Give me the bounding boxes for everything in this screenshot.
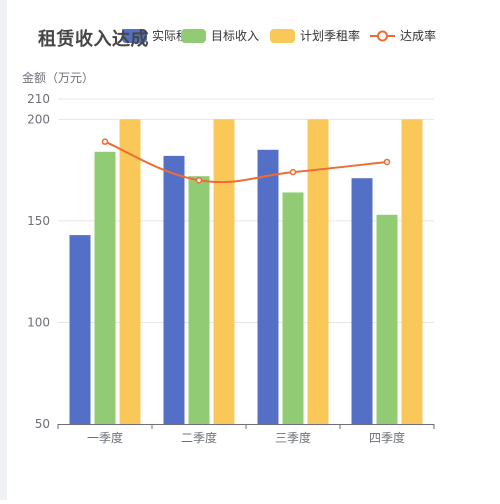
- y-tick-label: 100: [27, 315, 50, 329]
- bar-目标收入[interactable]: [282, 192, 304, 424]
- legend-swatch[interactable]: [181, 29, 206, 43]
- chart-title: 租赁收入达成: [38, 29, 149, 50]
- bar-计划季租率[interactable]: [213, 119, 235, 424]
- left-edge-strip: [0, 0, 7, 500]
- bar-目标收入[interactable]: [188, 176, 210, 424]
- legend-swatch[interactable]: [270, 29, 295, 43]
- line-point[interactable]: [383, 158, 391, 166]
- bar-目标收入[interactable]: [376, 214, 398, 424]
- bar-实际租率[interactable]: [351, 178, 373, 424]
- line-point[interactable]: [289, 168, 297, 176]
- legend-swatch-marker: [377, 30, 388, 42]
- bar-计划季租率[interactable]: [401, 119, 423, 424]
- bar-目标收入[interactable]: [94, 151, 116, 424]
- legend-swatch[interactable]: [122, 29, 147, 43]
- line-point[interactable]: [101, 138, 109, 145]
- legend-label[interactable]: 目标收入: [211, 29, 259, 43]
- x-tick-label: 四季度: [369, 430, 405, 445]
- y-axis-label: 金额（万元）: [22, 70, 94, 85]
- bar-实际租率[interactable]: [163, 155, 185, 424]
- bar-实际租率[interactable]: [69, 235, 91, 424]
- x-tick-label: 一季度: [87, 430, 123, 445]
- line-point[interactable]: [195, 177, 203, 184]
- y-tick-label: 50: [35, 417, 50, 431]
- y-tick-label: 200: [27, 112, 50, 126]
- x-tick-label: 二季度: [181, 430, 217, 445]
- bar-计划季租率[interactable]: [119, 119, 141, 424]
- bar-计划季租率[interactable]: [307, 119, 329, 424]
- legend-label[interactable]: 达成率: [400, 28, 436, 43]
- x-tick-label: 三季度: [275, 430, 311, 445]
- y-tick-label: 150: [27, 214, 50, 228]
- line-series-达成率: [104, 140, 388, 184]
- y-tick-label: 210: [27, 92, 50, 106]
- legend-label[interactable]: 计划季租率: [300, 28, 360, 43]
- bar-实际租率[interactable]: [257, 149, 279, 424]
